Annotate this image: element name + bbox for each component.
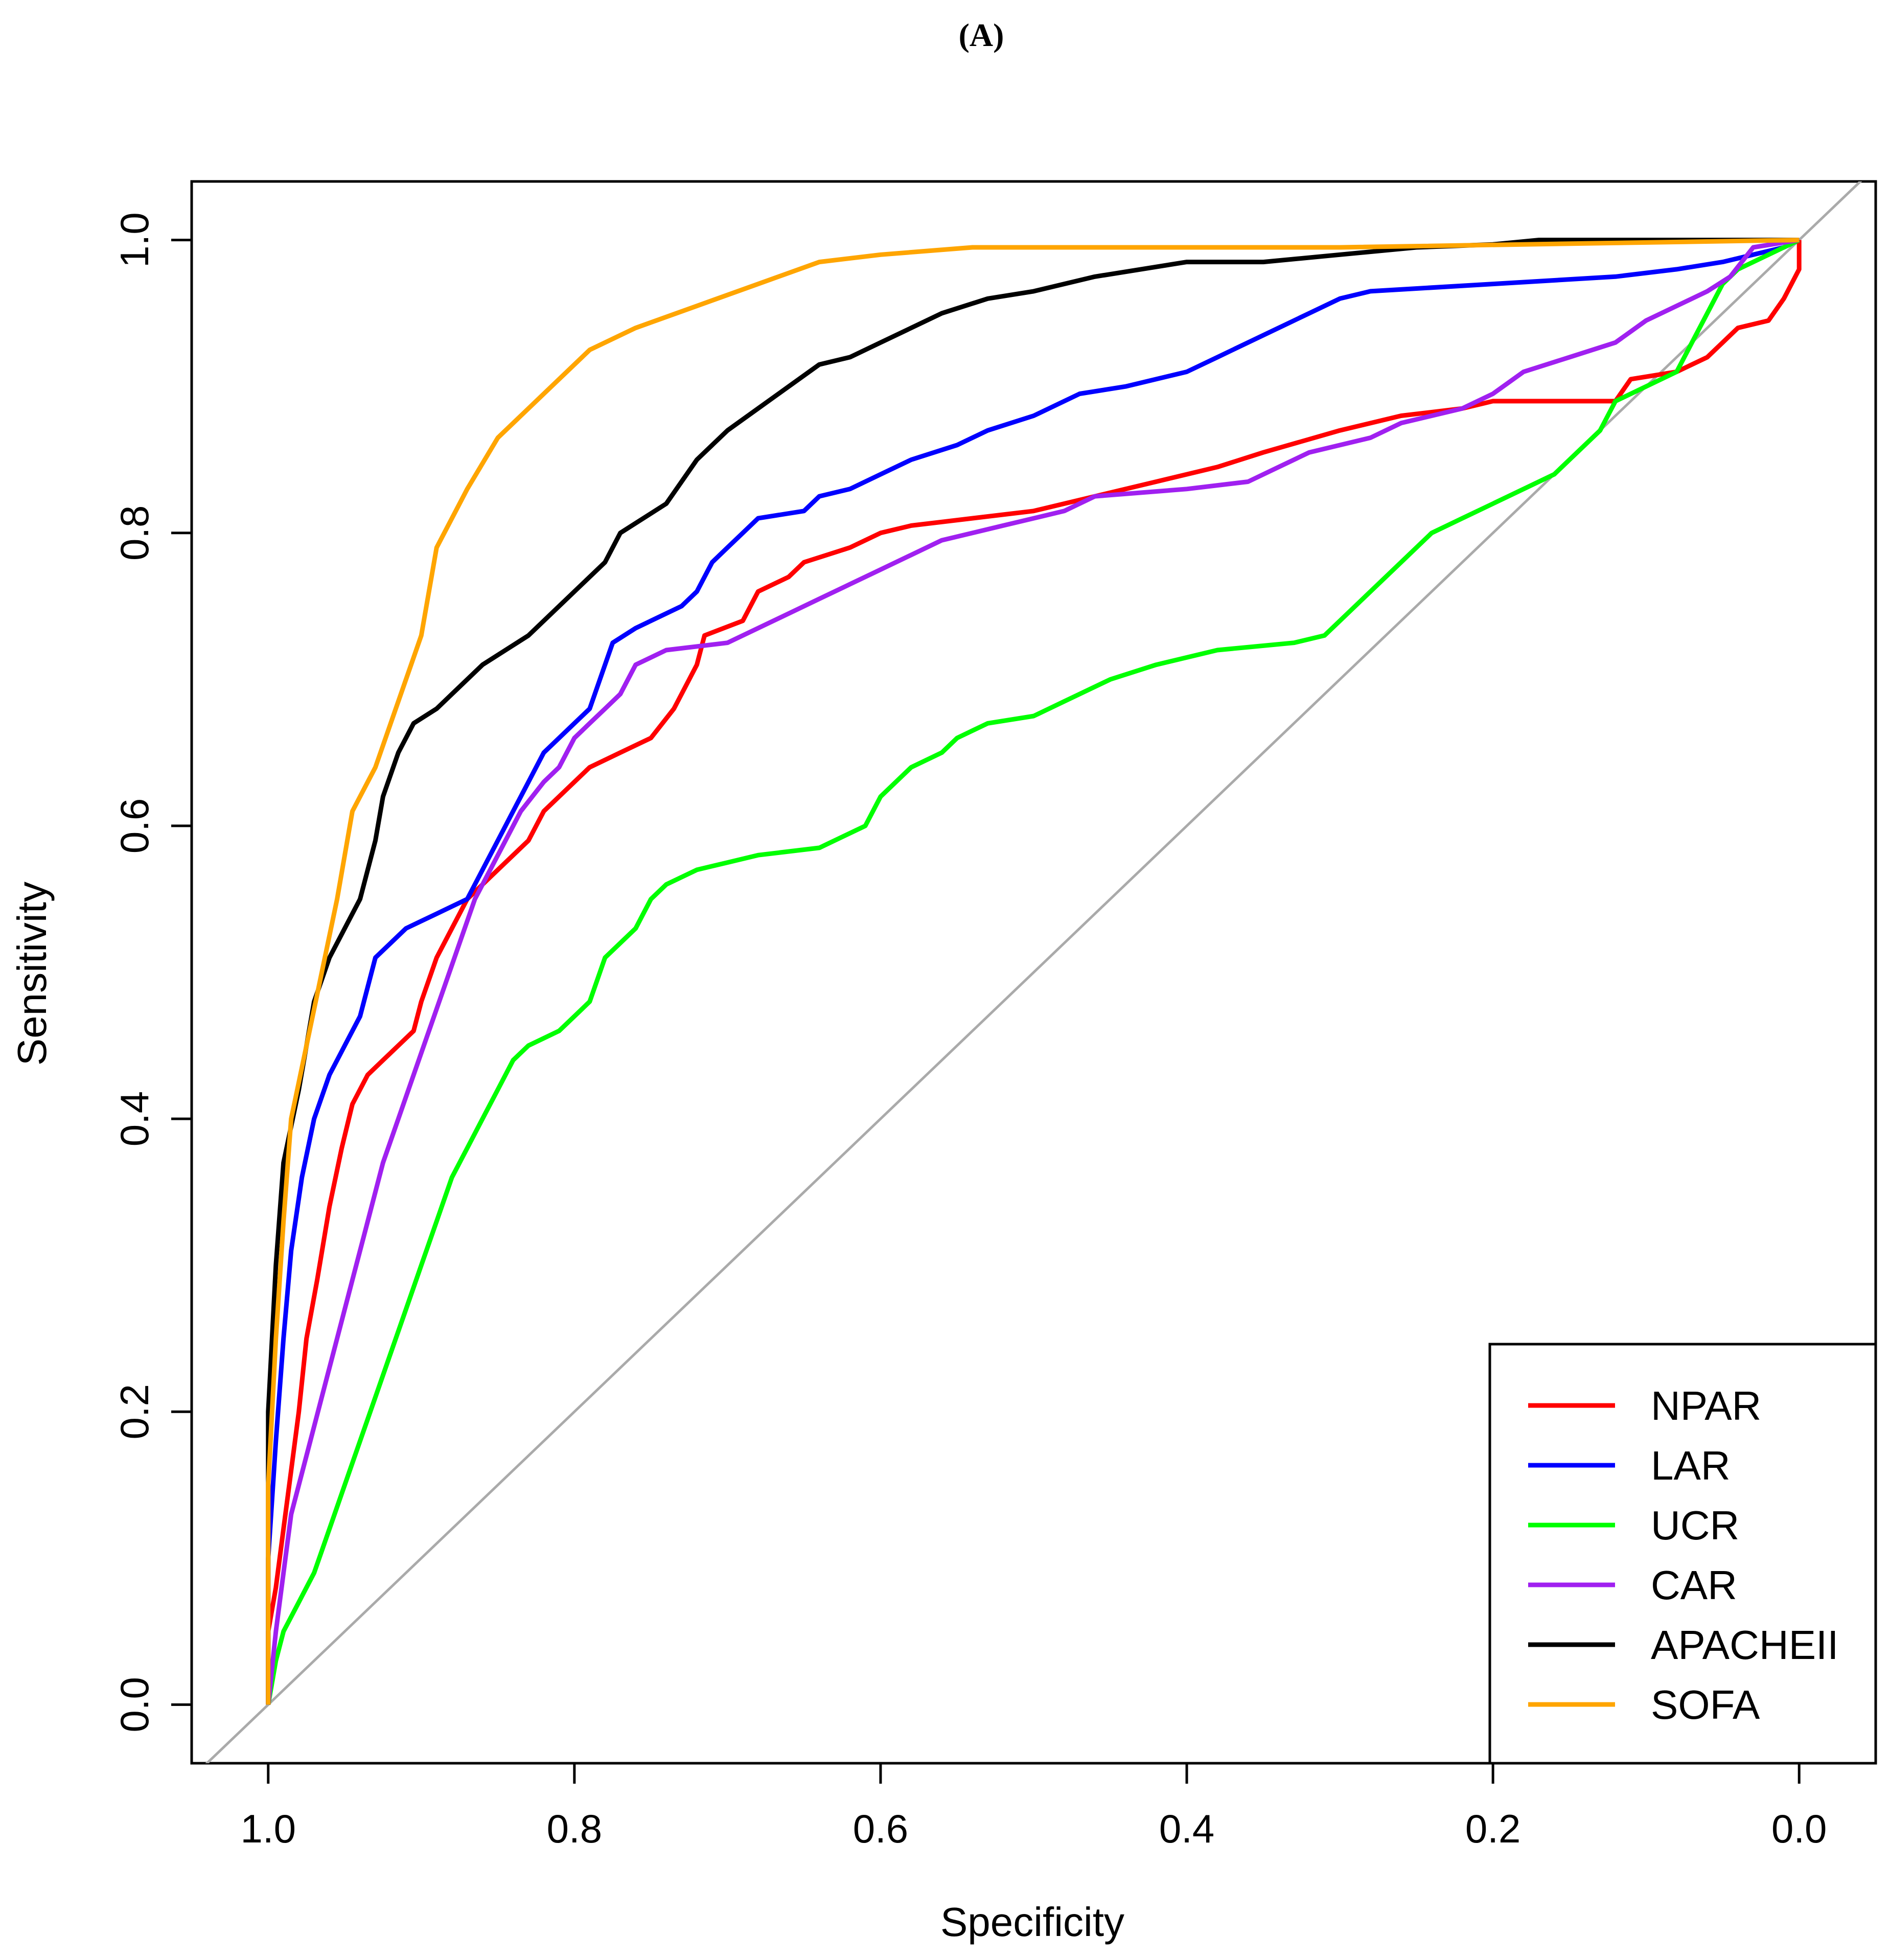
legend-label-npar: NPAR xyxy=(1651,1383,1761,1428)
x-tick-label: 1.0 xyxy=(241,1806,296,1851)
legend-label-apacheii: APACHEII xyxy=(1651,1622,1839,1668)
y-axis: 0.0 0.2 0.4 0.6 0.8 1.0 xyxy=(112,212,192,1733)
x-tick-label: 0.2 xyxy=(1465,1806,1520,1851)
series-line-lar xyxy=(266,238,1801,1705)
y-tick-label: 1.0 xyxy=(112,212,157,267)
plot-frame xyxy=(190,180,1877,1765)
legend-label-car: CAR xyxy=(1651,1562,1737,1608)
y-axis-title: Sensitivity xyxy=(9,882,55,1066)
legend-label-ucr: UCR xyxy=(1651,1503,1739,1548)
series-line-ucr xyxy=(266,238,1801,1705)
y-tick-label: 0.0 xyxy=(112,1677,157,1732)
legend-label-sofa: SOFA xyxy=(1651,1682,1760,1727)
series-line-sofa xyxy=(266,238,1800,1705)
x-tick-label: 0.4 xyxy=(1159,1806,1214,1851)
y-tick-label: 0.6 xyxy=(112,798,157,854)
legend-label-lar: LAR xyxy=(1651,1443,1731,1488)
series-group xyxy=(266,238,1802,1705)
y-tick-label: 0.2 xyxy=(112,1384,157,1439)
y-tick-label: 0.4 xyxy=(112,1091,157,1146)
y-tick-label: 0.8 xyxy=(112,505,157,561)
series-line-npar xyxy=(266,240,1802,1705)
legend-box xyxy=(1488,1343,1877,1765)
series-line-car xyxy=(266,238,1800,1705)
panel-label: (A) xyxy=(959,17,1004,53)
x-axis: 1.0 0.8 0.6 0.4 0.2 0.0 xyxy=(241,1763,1827,1851)
x-axis-title: Specificity xyxy=(940,1899,1124,1945)
x-tick-label: 0.0 xyxy=(1771,1806,1827,1851)
x-tick-label: 0.6 xyxy=(853,1806,908,1851)
x-tick-label: 0.8 xyxy=(547,1806,602,1851)
legend: NPAR LAR UCR CAR APACHEII SOFA xyxy=(1488,1343,1877,1765)
